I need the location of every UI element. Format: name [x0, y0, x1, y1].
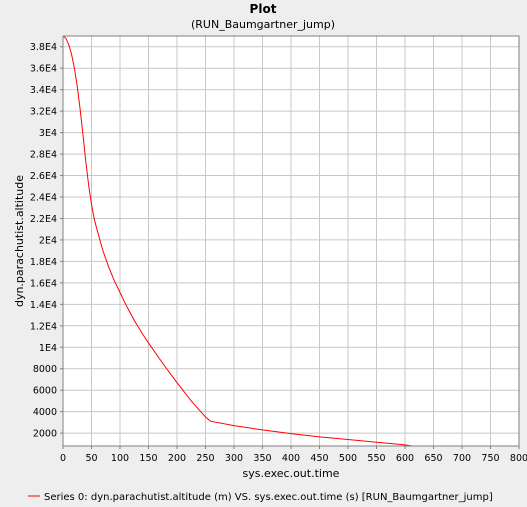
x-tick-label: 750 — [481, 453, 499, 464]
y-tick-label: 2.2E4 — [30, 214, 57, 225]
chart-title: Plot — [250, 2, 277, 16]
x-tick-label: 250 — [196, 453, 214, 464]
y-tick-label: 1.4E4 — [30, 300, 57, 311]
y-tick-label: 3E4 — [39, 128, 57, 139]
y-tick-label: 1.6E4 — [30, 278, 57, 289]
y-tick-label: 4000 — [33, 407, 57, 418]
x-tick-label: 550 — [367, 453, 385, 464]
x-tick-label: 350 — [253, 453, 271, 464]
y-tick-label: 2.4E4 — [30, 192, 57, 203]
y-tick-label: 3.6E4 — [30, 64, 57, 75]
x-tick-label: 650 — [424, 453, 442, 464]
y-tick-label: 3.2E4 — [30, 107, 57, 118]
x-tick-label: 150 — [139, 453, 157, 464]
x-tick-label: 50 — [85, 453, 97, 464]
y-tick-label: 2.8E4 — [30, 150, 57, 161]
chart-subtitle: (RUN_Baumgartner_jump) — [191, 18, 335, 31]
x-axis-ticks: 0 50 100 150 200 250 300 350 400 450 500 550 600 650 7… — [60, 446, 527, 464]
x-tick-label: 700 — [453, 453, 471, 464]
y-axis-label: dyn.parachutist.altitude — [13, 175, 26, 307]
legend-label: Series 0: dyn.parachutist.altitude (m) V… — [44, 492, 493, 503]
y-tick-label: 2E4 — [39, 235, 57, 246]
y-tick-label: 1E4 — [39, 343, 57, 354]
x-tick-label: 400 — [282, 453, 300, 464]
y-tick-label: 1.8E4 — [30, 257, 57, 268]
y-tick-label: 3.4E4 — [30, 85, 57, 96]
x-tick-label: 300 — [225, 453, 243, 464]
y-axis-ticks: 2000 4000 6000 8000 1E4 1.2E4 1.4E4 1.6E4 1.8E4 2… — [30, 42, 63, 440]
series-layer — [62, 35, 412, 447]
x-tick-label: 450 — [310, 453, 328, 464]
x-axis-label: sys.exec.out.time — [243, 467, 340, 480]
x-tick-label: 500 — [339, 453, 357, 464]
y-tick-label: 2.6E4 — [30, 171, 57, 182]
y-tick-label: 8000 — [33, 364, 57, 375]
y-tick-label: 3.8E4 — [30, 42, 57, 53]
x-tick-label: 600 — [396, 453, 414, 464]
y-tick-label: 6000 — [33, 386, 57, 397]
y-tick-label: 2000 — [33, 429, 57, 440]
grid-lines — [63, 36, 519, 446]
x-tick-label: 800 — [510, 453, 527, 464]
y-tick-label: 1.2E4 — [30, 321, 57, 332]
series-line-0 — [62, 35, 412, 447]
legend: Series 0: dyn.parachutist.altitude (m) V… — [28, 492, 493, 503]
x-tick-label: 100 — [111, 453, 129, 464]
x-tick-label: 200 — [168, 453, 186, 464]
x-tick-label: 0 — [60, 453, 66, 464]
